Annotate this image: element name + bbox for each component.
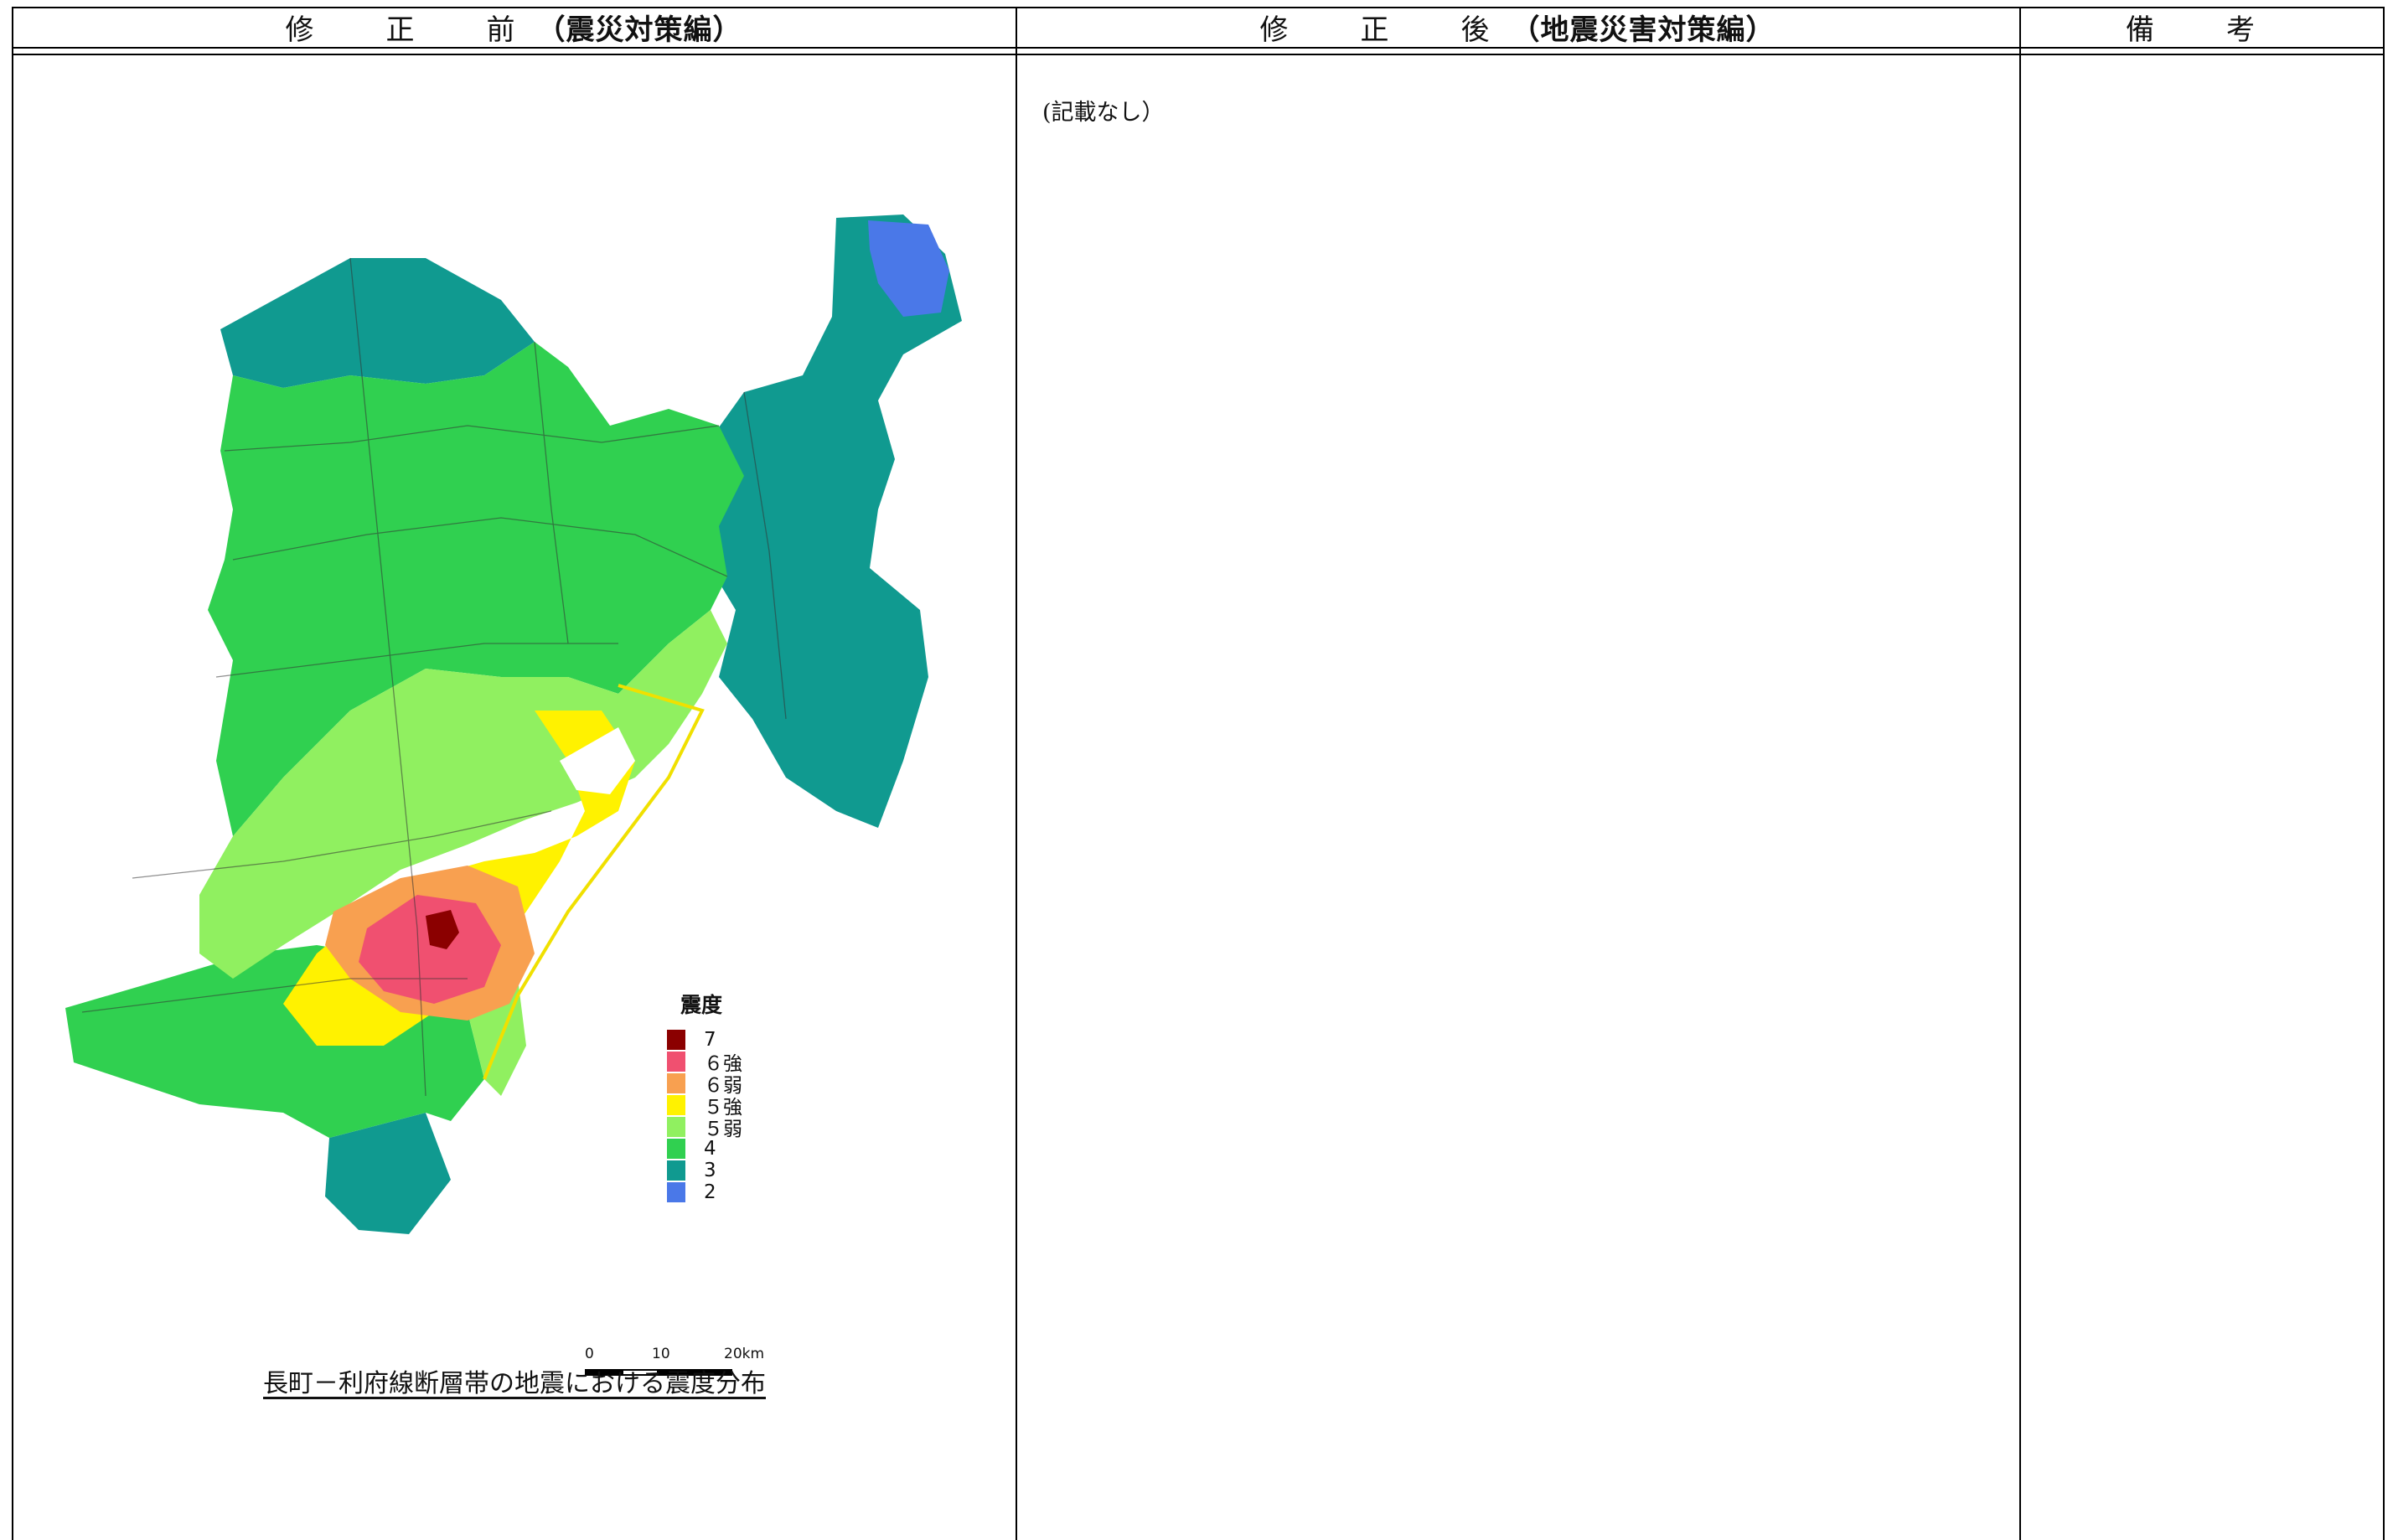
scale-segment <box>622 1369 659 1376</box>
table-top-border <box>12 7 2385 8</box>
intensity-zone-7 <box>426 910 459 949</box>
municipal-boundaries <box>81 257 787 1097</box>
legend-label: 4 <box>704 1138 716 1160</box>
legend-label: ５弱 <box>704 1119 742 1140</box>
legend-swatch <box>667 1052 685 1072</box>
header-before-label: 修 正 前 <box>285 13 537 47</box>
legend-item: ５弱 <box>667 1116 742 1140</box>
legend-title: 震度 <box>680 993 723 1017</box>
after-column-note: (記載なし） <box>1042 100 1165 126</box>
legend-swatch <box>667 1117 685 1137</box>
document-frame: 修 正 前 （震災対策編） 修 正 後 （地震災害対策編） 備 考 (記載なし） <box>12 7 2385 1540</box>
legend-swatch <box>667 1030 685 1050</box>
intensity-legend: 震度 7 ６強 ６弱 ５強 ５弱 4 <box>667 989 742 1203</box>
header-remarks: 備 考 <box>2019 7 2383 47</box>
scale-label-0: 0 <box>585 1346 594 1362</box>
header-before: 修 正 前 （震災対策編） <box>12 7 1016 47</box>
legend-swatch <box>667 1073 685 1093</box>
legend-swatch <box>667 1160 685 1181</box>
legend-item: 4 <box>667 1138 742 1160</box>
legend-label: 7 <box>704 1029 716 1051</box>
legend-item: ６弱 <box>667 1072 742 1097</box>
prefecture-intensity-map-graphic <box>65 214 962 1234</box>
legend-swatch <box>667 1182 685 1202</box>
scale-label-20: 20km <box>724 1346 765 1362</box>
intensity-zone-6-strong <box>359 895 501 1004</box>
legend-item: ５強 <box>667 1094 742 1119</box>
legend-label: ５強 <box>704 1097 742 1119</box>
legend-label: ６強 <box>704 1053 742 1075</box>
scale-segment <box>585 1369 622 1376</box>
legend-label: ６弱 <box>704 1075 742 1097</box>
legend-item: ６強 <box>667 1051 742 1075</box>
legend-swatch <box>667 1139 685 1159</box>
bay-and-coastline <box>483 684 705 1080</box>
intensity-zone-2 <box>868 220 949 317</box>
header-after: 修 正 後 （地震災害対策編） <box>1016 7 2019 47</box>
header-after-label: 修 正 後 <box>1259 13 1512 47</box>
header-separator-double <box>12 54 2385 55</box>
map-caption: 長町－利府線断層帯の地震における震度分布 <box>263 1369 766 1398</box>
header-remarks-label: 備 考 <box>2126 13 2277 47</box>
legend-swatch <box>667 1095 685 1115</box>
column-divider-after-remarks <box>2019 7 2021 1540</box>
table-right-border <box>2383 7 2385 1540</box>
header-after-doc: （地震災害対策編） <box>1511 13 1775 47</box>
seismic-intensity-map: 震度 7 ６強 ６弱 ５強 ５弱 4 <box>32 174 987 1376</box>
legend-item: 2 <box>667 1181 742 1203</box>
table-left-border <box>12 7 13 1540</box>
legend-item: 3 <box>667 1160 742 1181</box>
header-before-doc: （震災対策編） <box>536 13 742 47</box>
scale-label-10: 10 <box>652 1346 670 1362</box>
header-separator <box>12 47 2385 49</box>
legend-label: 2 <box>704 1181 716 1203</box>
column-divider-before-after <box>1016 7 1017 1540</box>
scale-segment <box>659 1369 732 1376</box>
legend-label: 3 <box>704 1160 716 1181</box>
legend-item: 7 <box>667 1029 742 1051</box>
intensity-zone-3 <box>220 214 962 1234</box>
